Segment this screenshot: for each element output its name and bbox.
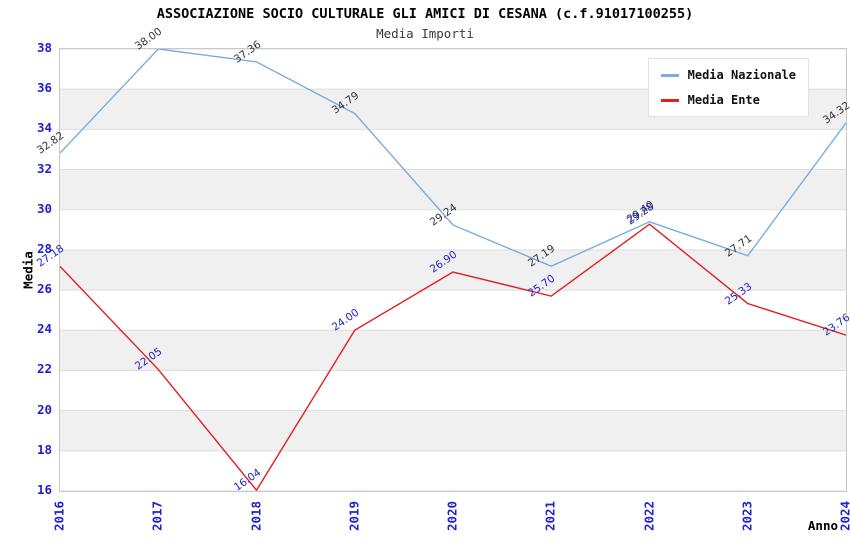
y-axis-tick: 20 [36, 401, 52, 417]
x-axis-tick: 2020 [444, 500, 460, 532]
y-axis-tick: 16 [36, 482, 52, 497]
background-band [60, 129, 846, 170]
series-line-media-nazionale [60, 49, 846, 267]
background-band [60, 370, 846, 411]
x-axis-title: Anno [807, 518, 838, 533]
x-axis-tick: 2018 [248, 500, 263, 532]
y-axis-tick: 24 [36, 321, 52, 337]
legend-item-label: Media Ente [687, 93, 760, 107]
x-axis-tick: 2017 [149, 500, 165, 532]
y-axis-tick: 28 [36, 240, 52, 256]
chart-title: ASSOCIAZIONE SOCIO CULTURALE GLI AMICI D… [156, 6, 694, 22]
x-axis-tick: 2016 [51, 500, 67, 532]
chart-subtitle: Media Importi [376, 26, 474, 41]
x-axis-tick: 2022 [641, 500, 656, 532]
legend-item-media-nazionale: Media Nazionale [660, 68, 796, 82]
background-band [60, 410, 846, 451]
chart-svg [60, 49, 846, 491]
x-axis-tick: 2024 [837, 500, 850, 532]
y-axis-tick: 22 [36, 361, 52, 377]
y-axis-tick: 36 [36, 80, 52, 96]
series-line-media-ente [60, 223, 846, 491]
x-axis-tick: 2021 [542, 500, 558, 532]
y-axis-tick: 18 [36, 441, 52, 457]
legend-item-label: Media Nazionale [687, 68, 796, 82]
background-band [60, 169, 846, 210]
background-band [60, 290, 846, 331]
legend-line-icon [660, 98, 679, 102]
background-band [60, 209, 846, 250]
y-axis-tick: 26 [36, 281, 52, 297]
background-band [60, 450, 846, 491]
plot-area: 32.82 38.00 37.36 34.79 29.24 27.19 29.40 27.71… [35, 26, 850, 494]
legend-item-media-ente: Media Ente [660, 93, 796, 107]
x-axis-tick: 2023 [739, 500, 755, 532]
y-axis-tick: 34 [36, 120, 52, 136]
background-band [60, 249, 846, 291]
y-axis-tick: 32 [36, 160, 52, 176]
x-axis-tick: 2019 [346, 500, 362, 532]
legend: Media Nazionale Media Ente [647, 58, 809, 117]
legend-line-icon [660, 73, 679, 77]
background-band [60, 330, 846, 371]
y-axis-tick: 30 [36, 200, 52, 216]
y-axis-tick: 38 [36, 40, 52, 55]
